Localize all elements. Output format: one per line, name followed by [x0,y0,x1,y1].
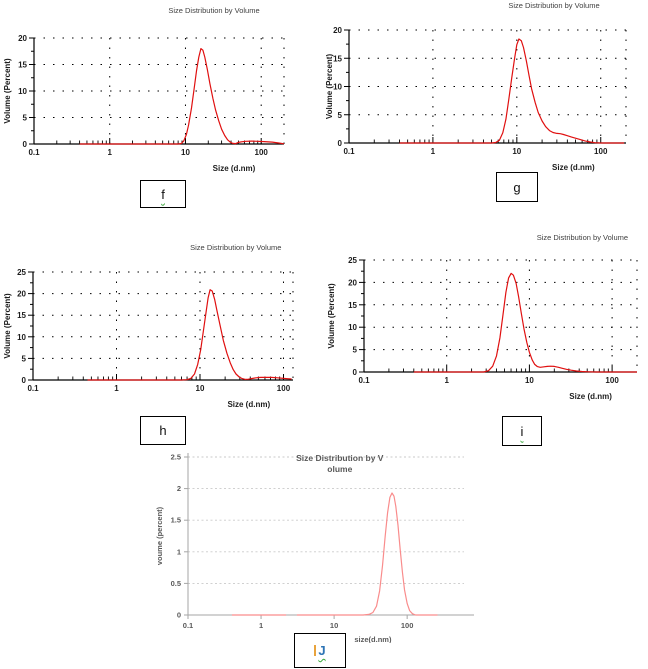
chart-svg-h: 0 5 10 15 20 25 0.1 1 10 100 Size Distribution by … [3,243,294,409]
y-tick-label: 0 [23,140,28,149]
y-tick-label: 20 [17,290,26,299]
y-axis-label: Volume (Percent) [3,293,12,359]
y-axis-label: Volume (Percent) [327,283,336,349]
chart-svg-j: 0 0.5 1 1.5 2 2.5 0.1 1 10 100 Size Distribution b… [155,453,474,644]
x-tick-label: 100 [401,621,414,630]
y-tick-label: 0 [338,139,343,148]
x-tick-label: 100 [255,148,269,157]
x-tick-label: 0.1 [343,147,355,156]
x-tick-label: 0.1 [183,621,193,630]
y-tick-label: 10 [18,87,27,96]
x-tick-label: 100 [277,384,291,393]
chart-f: 0 5 10 15 20 0.1 1 10 100 Size Distribution by Vo… [0,0,300,175]
x-axis-label: size(d.nm) [354,635,392,643]
y-tick-label: 10 [333,83,342,92]
x-axis-label: Size (d.nm) [227,400,270,409]
y-tick-label: 10 [348,323,357,332]
x-axis-label: Size (d.nm) [569,392,612,401]
y-tick-label: 15 [17,311,26,320]
x-tick-label: 0.1 [27,384,39,393]
panel-letter-f: f [161,186,165,202]
x-tick-label: 10 [330,621,338,630]
y-tick-label: 15 [333,54,342,63]
y-tick-label: 5 [23,114,28,123]
x-tick-label: 10 [181,148,190,157]
panel-label-j: J [294,633,346,668]
chart-g: 0 5 10 15 20 0.1 1 10 100 Size Distribution by Vo… [322,0,648,176]
chart-title: Size Distribution by Volume [168,6,259,15]
x-tick-label: 100 [594,147,608,156]
panel-letter-j: J [314,644,325,657]
y-tick-label: 0 [177,611,181,620]
y-tick-label: 20 [333,26,342,35]
y-tick-label: 0 [353,368,358,377]
chart-h: 0 5 10 15 20 25 0.1 1 10 100 Size Distribution by … [0,240,310,420]
y-tick-label: 15 [18,61,27,70]
chart-j: 0 0.5 1 1.5 2 2.5 0.1 1 10 100 Size Distribution b… [150,448,522,644]
panel-letter-i: i [520,423,524,439]
y-tick-label: 5 [353,346,358,355]
x-tick-label: 10 [525,376,534,385]
chart-title: Size Distribution by Volume [190,243,281,252]
y-tick-label: 25 [348,256,357,265]
y-axis-label: voume (percent) [155,506,164,565]
x-tick-label: 1 [431,147,436,156]
chart-svg-i: 0 5 10 15 20 25 0.1 1 10 100 Size Distribution by … [327,233,638,401]
x-axis-label: Size (d.nm) [213,164,256,173]
panel-label-h: h [140,416,186,445]
y-tick-label: 0 [22,376,27,385]
y-axis-label: Volume (Percent) [3,58,12,124]
x-tick-label: 10 [196,384,205,393]
panel-letter-g: g [513,179,521,195]
series-curve [79,48,285,145]
x-tick-label: 10 [512,147,521,156]
y-tick-label: 0.5 [171,579,181,588]
y-tick-label: 10 [17,333,26,342]
y-tick-label: 20 [18,34,27,43]
y-tick-label: 1.5 [171,516,181,525]
x-tick-label: 0.1 [28,148,40,157]
x-tick-label: 1 [444,376,449,385]
x-tick-label: 100 [605,376,619,385]
y-tick-label: 2.5 [171,453,181,462]
chart-i: 0 5 10 15 20 25 0.1 1 10 100 Size Distribution by … [324,228,648,412]
x-tick-label: 1 [259,621,263,630]
y-axis-label: Volume (Percent) [325,54,334,120]
x-tick-label: 1 [114,384,119,393]
y-tick-label: 5 [22,354,27,363]
y-tick-label: 20 [348,278,357,287]
y-tick-label: 1 [177,547,181,556]
series-curve [296,492,438,616]
chart-svg-f: 0 5 10 15 20 0.1 1 10 100 Size Distribution by Vo… [3,6,285,173]
y-tick-label: 2 [177,484,181,493]
series-curve [87,289,292,381]
y-tick-label: 15 [348,301,357,310]
x-tick-label: 1 [108,148,113,157]
series-curve [413,272,637,373]
panel-label-i: i [502,416,542,446]
x-tick-label: 0.1 [358,376,370,385]
series-curve [399,38,625,144]
x-axis-label: Size (d.nm) [552,163,595,172]
panel-label-g: g [496,172,538,202]
chart-svg-g: 0 5 10 15 20 0.1 1 10 100 Size Distribution by Vo… [325,1,627,172]
chart-title: Size Distribution by Volume [508,1,599,10]
panel-label-f: f [140,180,186,208]
panel-letter-h: h [159,423,167,438]
y-tick-label: 5 [338,111,343,120]
y-tick-label: 25 [17,268,26,277]
chart-title: Size Distribution by Volume [537,233,628,242]
